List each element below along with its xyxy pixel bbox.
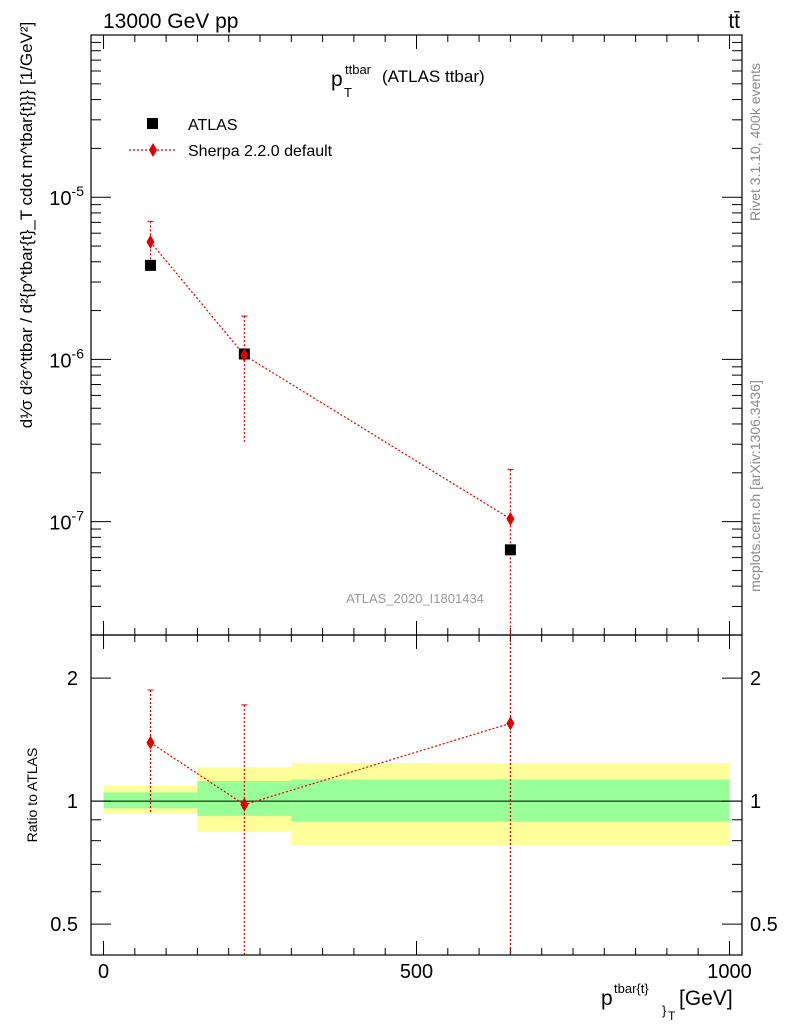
xtick-label: 500 [400, 961, 433, 983]
main-ytick-label: 10-7 [49, 508, 84, 535]
energy-label: 13000 GeV pp [103, 10, 238, 33]
xlabel-sup: tbar{t} [614, 981, 649, 996]
main-data-point [504, 544, 516, 556]
xlabel-base: p [601, 987, 613, 1010]
title-main: p [331, 68, 343, 91]
main-ytick-label: 10-6 [49, 345, 84, 372]
ratio-mc-point [240, 797, 249, 812]
legend-mc-marker [149, 143, 157, 157]
plot-title: p ttbar T (ATLAS ttbar) [331, 62, 485, 100]
ratio-ylabel: Ratio to ATLAS [24, 748, 40, 843]
mcplots-label: mcplots.cern.ch [arXiv:1306.3436] [747, 380, 763, 592]
xtick-label: 0 [98, 961, 109, 983]
analysis-watermark: ATLAS_2020_I1801434 [346, 591, 484, 606]
legend: ATLAS Sherpa 2.2.0 default [129, 117, 333, 160]
markers-group [144, 234, 516, 812]
main-ytick-label: 10-5 [49, 183, 84, 210]
xlabel-unit: [GeV] [679, 987, 733, 1010]
ratio-bands [103, 762, 730, 846]
ratio-mc-point [146, 735, 155, 750]
main-mc-line [150, 241, 511, 520]
main-ylabel: d¹⁄σ d²σ^ttbar / d²{p^tbar{t}_T cdot m^t… [17, 22, 36, 429]
title-sub: T [344, 85, 352, 100]
main-mc-point [240, 348, 249, 363]
ratio-ytick-label-left: 0.5 [50, 914, 78, 936]
rivet-label: Rivet 3.1.10, 400k events [747, 63, 763, 221]
main-mc-point [146, 234, 155, 249]
xlabel-sub: } [662, 1003, 667, 1018]
axis-ticks [91, 34, 742, 955]
ratio-ytick-label-left: 1 [67, 791, 78, 813]
ratio-ytick-label-right: 1 [750, 791, 761, 813]
title-sup: ttbar [345, 62, 372, 77]
xtick-label: 1000 [707, 961, 752, 983]
process-label: tt̄ [728, 10, 740, 33]
tick-labels: 0 500 1000 10-7 10-6 10-5 0.5 0.5 1 1 2 2 [49, 183, 778, 983]
main-data-point [144, 259, 156, 271]
legend-atlas-label: ATLAS [188, 117, 238, 134]
title-rest: (ATLAS ttbar) [382, 67, 485, 86]
legend-atlas-marker [147, 118, 158, 129]
ratio-ytick-label-left: 2 [67, 668, 78, 690]
ratio-mc-point [506, 716, 515, 731]
ratio-band-stat-0 [103, 792, 198, 809]
ratio-ytick-label-right: 2 [750, 668, 761, 690]
main-mc-point [506, 511, 515, 526]
xlabel-sub2: T [668, 1009, 676, 1023]
xaxis-label: p tbar{t} } T [GeV] [601, 981, 733, 1023]
legend-mc-label: Sherpa 2.2.0 default [188, 143, 333, 160]
ratio-ytick-label-right: 0.5 [750, 914, 778, 936]
